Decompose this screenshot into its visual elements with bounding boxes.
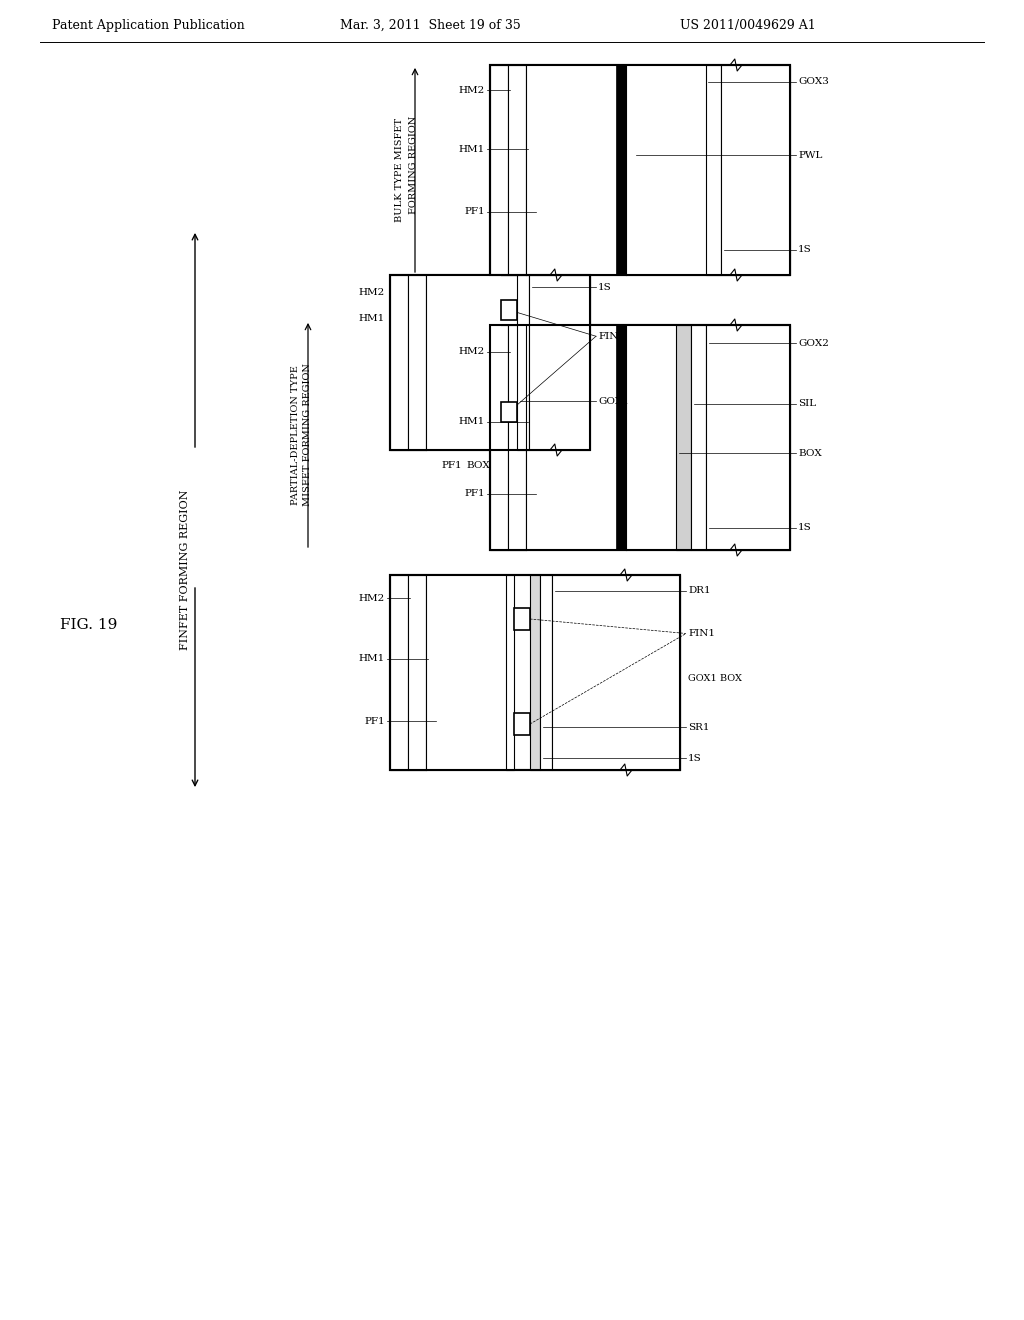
Text: PARTIAL-DEPLETION TYPE: PARTIAL-DEPLETION TYPE xyxy=(291,366,299,506)
Bar xyxy=(426,576,506,770)
Text: 1S: 1S xyxy=(688,754,701,763)
Text: BULK TYPE MISFET: BULK TYPE MISFET xyxy=(395,117,404,222)
Bar xyxy=(526,65,616,275)
Bar xyxy=(490,325,790,550)
Text: HM2: HM2 xyxy=(459,347,485,356)
Bar xyxy=(390,576,680,770)
Bar xyxy=(706,325,790,550)
Bar xyxy=(517,275,529,450)
Bar xyxy=(390,576,680,770)
Bar xyxy=(390,275,590,450)
Text: PF1: PF1 xyxy=(442,461,463,470)
Text: Mar. 3, 2011  Sheet 19 of 35: Mar. 3, 2011 Sheet 19 of 35 xyxy=(340,18,521,32)
Bar xyxy=(490,65,790,275)
Text: BOX: BOX xyxy=(467,461,490,470)
Text: SIL: SIL xyxy=(798,399,816,408)
Bar xyxy=(390,275,590,450)
Text: GOX2: GOX2 xyxy=(798,338,828,347)
Text: FIN1: FIN1 xyxy=(688,630,715,638)
Text: HM2: HM2 xyxy=(459,86,485,95)
Text: US 2011/0049629 A1: US 2011/0049629 A1 xyxy=(680,18,816,32)
Text: HM1: HM1 xyxy=(459,417,485,426)
Text: 1S: 1S xyxy=(798,246,812,255)
Text: SR1: SR1 xyxy=(688,722,710,731)
Bar xyxy=(616,325,626,550)
Bar xyxy=(501,403,517,422)
Text: HM1: HM1 xyxy=(358,655,385,664)
Bar xyxy=(408,275,426,450)
Bar xyxy=(490,65,790,275)
Text: FIG. 19: FIG. 19 xyxy=(60,618,118,632)
Bar xyxy=(529,275,590,450)
Bar xyxy=(526,325,616,550)
Bar xyxy=(506,576,514,770)
Text: HM2: HM2 xyxy=(358,594,385,603)
Bar xyxy=(514,609,530,630)
Bar xyxy=(490,65,508,275)
Bar xyxy=(490,325,790,550)
Bar xyxy=(626,65,706,275)
Text: MISFET FORMING REGION: MISFET FORMING REGION xyxy=(303,363,312,507)
Bar xyxy=(390,576,408,770)
Bar xyxy=(626,325,676,550)
Text: Patent Application Publication: Patent Application Publication xyxy=(52,18,245,32)
Bar xyxy=(501,300,517,319)
Bar xyxy=(508,65,526,275)
Text: HM2: HM2 xyxy=(358,288,385,297)
Bar xyxy=(616,65,626,275)
Text: PF1: PF1 xyxy=(464,207,485,216)
Text: BOX: BOX xyxy=(798,449,821,458)
Bar xyxy=(490,325,508,550)
Bar xyxy=(540,576,552,770)
Text: DR1: DR1 xyxy=(688,586,711,595)
Bar xyxy=(408,576,426,770)
Bar xyxy=(390,275,408,450)
Text: FIN1: FIN1 xyxy=(598,331,625,341)
Text: FINFET FORMING REGION: FINFET FORMING REGION xyxy=(180,490,190,651)
Text: PWL: PWL xyxy=(798,150,822,160)
Text: GOX1: GOX1 xyxy=(598,396,629,405)
Text: PF1: PF1 xyxy=(365,717,385,726)
Text: 1S: 1S xyxy=(598,282,611,292)
Text: PF1: PF1 xyxy=(464,490,485,498)
Bar xyxy=(691,325,706,550)
Bar xyxy=(552,576,680,770)
Bar xyxy=(530,576,540,770)
Bar xyxy=(706,65,721,275)
Text: GOX1 BOX: GOX1 BOX xyxy=(688,673,742,682)
Bar xyxy=(676,325,691,550)
Text: FORMING REGION: FORMING REGION xyxy=(409,116,418,214)
Text: GOX3: GOX3 xyxy=(798,78,828,86)
Bar xyxy=(508,325,526,550)
Bar xyxy=(721,65,790,275)
Text: HM1: HM1 xyxy=(358,314,385,323)
Text: HM1: HM1 xyxy=(459,144,485,153)
Text: 1S: 1S xyxy=(798,523,812,532)
Bar xyxy=(514,713,530,735)
Bar xyxy=(426,275,501,450)
